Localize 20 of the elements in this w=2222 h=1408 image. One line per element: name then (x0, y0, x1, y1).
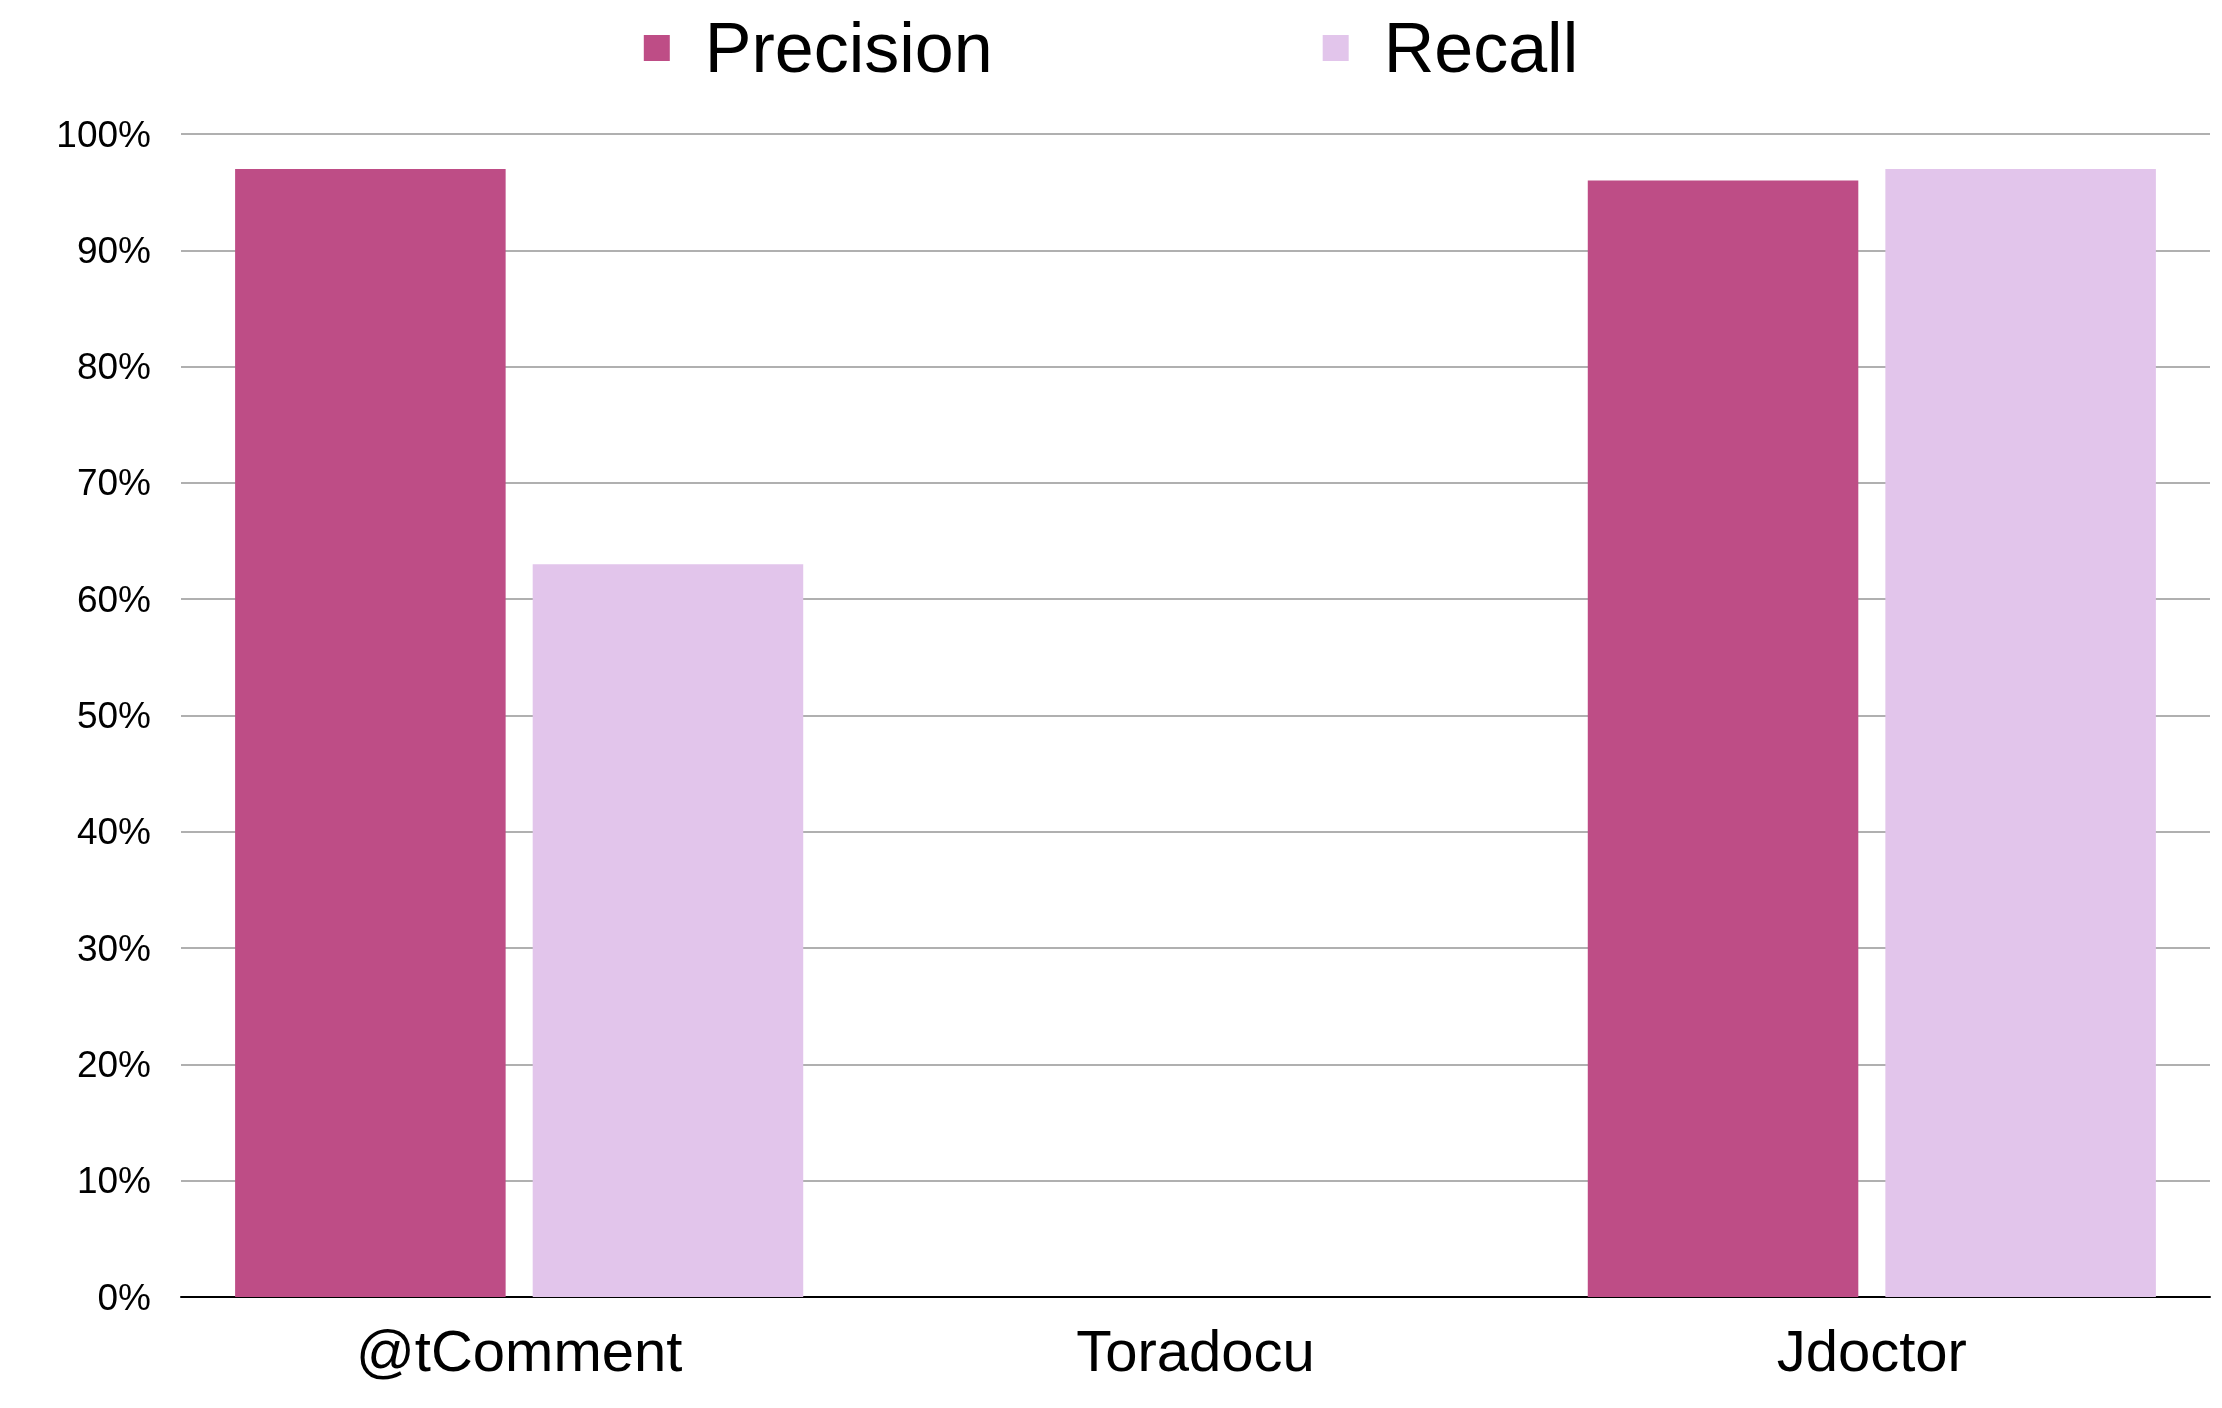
y-tick-label: 90% (76, 229, 151, 271)
y-tick-label: 70% (76, 462, 151, 504)
y-tick-label: 30% (76, 927, 151, 969)
bar (1885, 168, 2156, 1297)
bar (1587, 180, 1859, 1297)
y-tick-label: 50% (76, 695, 151, 736)
bar (235, 168, 506, 1297)
y-tick-label: 10% (76, 1160, 151, 1202)
y-tick-label: 100% (56, 113, 151, 155)
y-tick-label: 40% (76, 811, 151, 853)
y-tick-label: 0% (97, 1276, 151, 1318)
y-tick-label: 20% (76, 1043, 151, 1085)
y-tick-label: 60% (76, 578, 151, 620)
legend-label: Recall (1383, 9, 1579, 87)
y-tick-label: 80% (76, 346, 151, 388)
x-tick-label: Jdoctor (1776, 1317, 1967, 1383)
x-tick-label: Toradocu (1076, 1317, 1315, 1383)
x-tick-label: @tComment (355, 1317, 683, 1383)
bar (532, 564, 804, 1297)
legend-label: Precision (704, 9, 993, 87)
